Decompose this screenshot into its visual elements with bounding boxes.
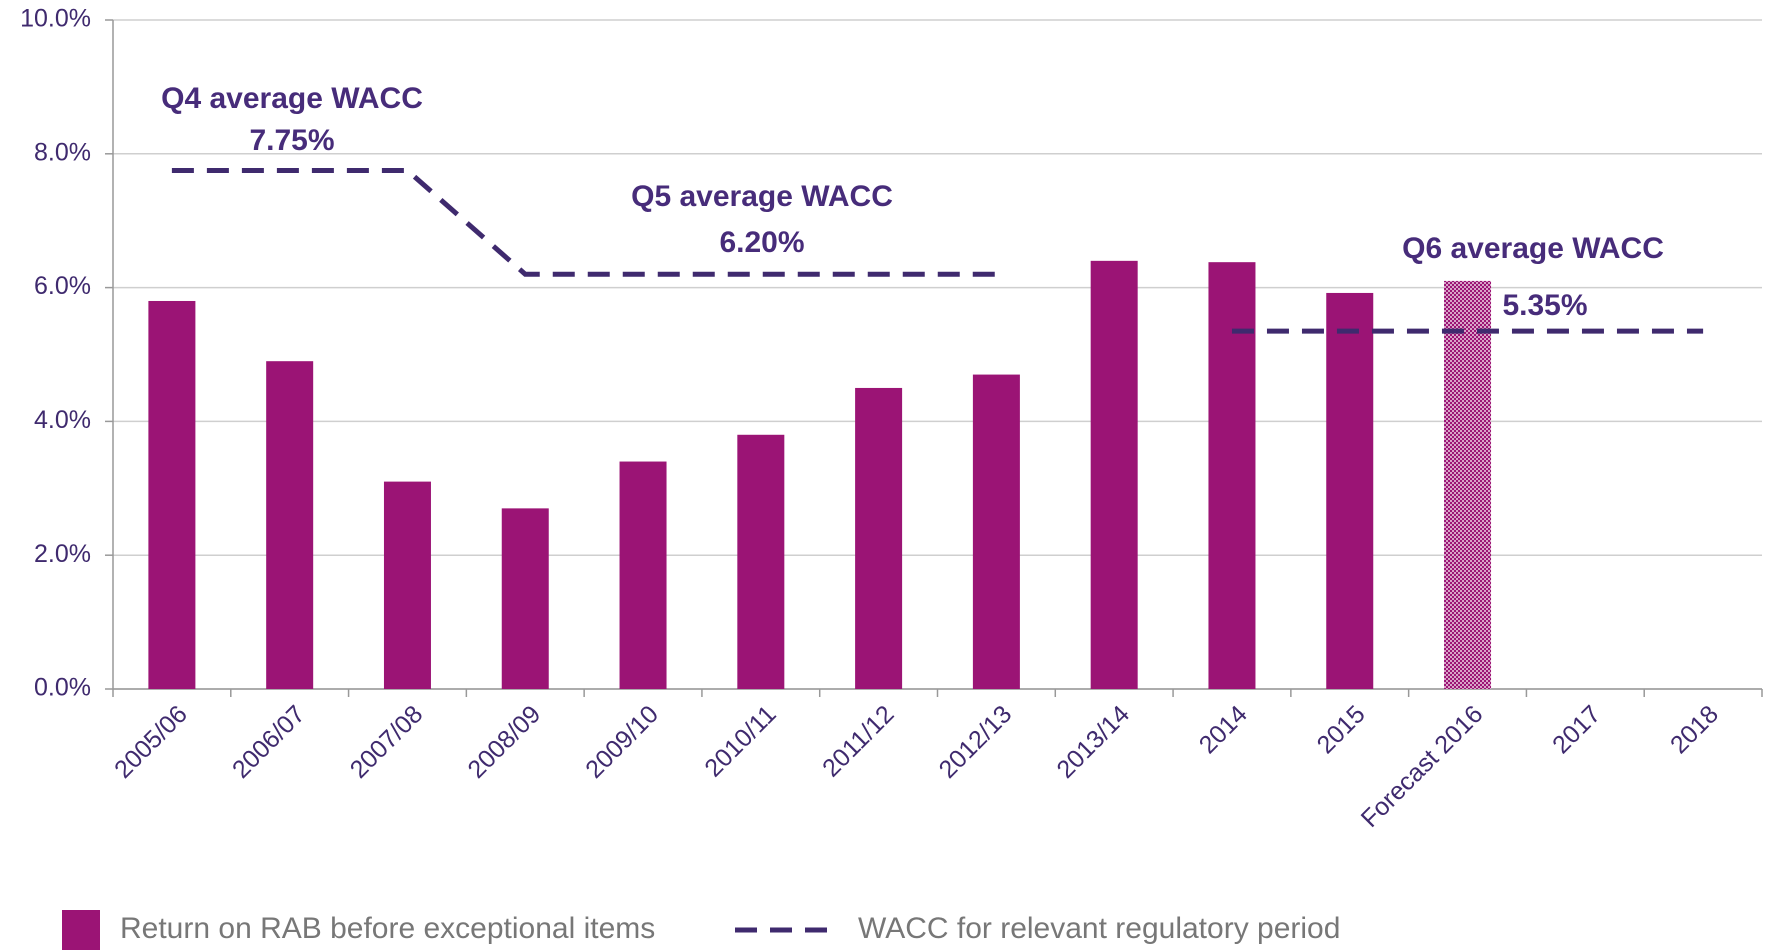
legend-label: WACC for relevant regulatory period (858, 912, 1340, 945)
x-tick-label: 2007/08 (345, 700, 429, 784)
x-tick-label: 2008/09 (462, 700, 546, 784)
bar (1090, 260, 1138, 689)
annotation: 5.35% (1502, 289, 1587, 322)
x-tick-label: 2015 (1312, 700, 1371, 759)
annotation: 7.75% (249, 124, 334, 157)
y-tick-label: 6.0% (34, 272, 91, 300)
legend-label: Return on RAB before exceptional items (120, 912, 655, 945)
x-tick-label: 2009/10 (580, 700, 664, 784)
y-tick-label: 8.0% (34, 138, 91, 166)
annotation: Q5 average WACC (631, 180, 893, 213)
x-tick-label: 2006/07 (227, 700, 311, 784)
bar (1326, 292, 1374, 689)
x-tick-label: 2018 (1665, 700, 1724, 759)
bar (619, 461, 667, 689)
y-tick-label: 4.0% (34, 406, 91, 434)
bar (266, 361, 314, 689)
bar (1444, 280, 1492, 689)
x-tick-label: Forecast 2016 (1356, 700, 1489, 833)
x-tick-label: 2013/14 (1051, 700, 1135, 784)
x-tick-label: 2011/12 (817, 700, 899, 782)
bar (383, 481, 431, 689)
legend-swatch (62, 910, 100, 950)
annotation: 6.20% (719, 226, 804, 259)
x-tick-label: 2005/06 (109, 700, 193, 784)
y-tick-label: 10.0% (20, 5, 91, 33)
bar (972, 374, 1020, 689)
y-tick-label: 0.0% (34, 674, 91, 702)
annotation: Q4 average WACC (161, 82, 423, 115)
bar (148, 300, 196, 689)
bar (1208, 262, 1256, 689)
bar (737, 434, 785, 689)
x-tick-label: 2010/11 (699, 700, 781, 782)
x-tick-label: 2017 (1547, 700, 1606, 759)
bar (855, 387, 903, 689)
bar (501, 508, 549, 689)
x-tick-label: 2012/13 (934, 700, 1018, 784)
annotation: Q6 average WACC (1402, 232, 1664, 265)
x-tick-label: 2014 (1194, 700, 1253, 759)
y-tick-label: 2.0% (34, 540, 91, 568)
